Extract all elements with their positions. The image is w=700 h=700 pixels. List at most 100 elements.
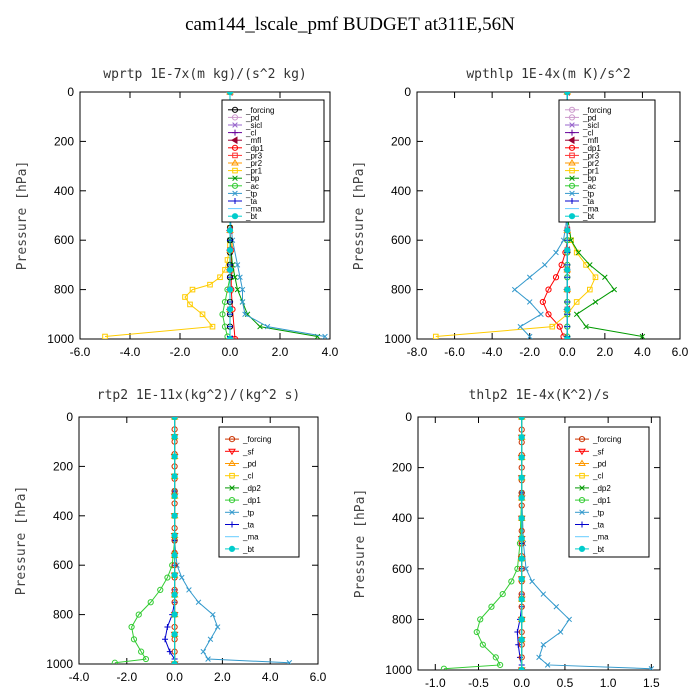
legend-label: _pd — [592, 460, 606, 469]
plot-frame — [78, 416, 319, 665]
series-5-point — [556, 323, 563, 330]
y-tick-label: 400 — [392, 511, 412, 525]
legend-label: _pd — [242, 460, 256, 469]
series-14-point — [568, 213, 576, 220]
series-9-point — [639, 333, 646, 339]
chart-panel-wprtp: wprtp 1E-7x(m kg)/(s^2 kg) Pressure [hPa]… — [15, 67, 339, 359]
y-axis-label: Pressure [hPa] — [352, 161, 367, 271]
legend-item: _ac — [565, 182, 596, 191]
legend-label: _sicl — [582, 121, 599, 130]
legend-item: _sf — [225, 447, 254, 456]
chart-panel-thlp2: thlp2 1E-4x(K^2)/s Pressure [hPa] 0 200 400 6… — [353, 388, 661, 690]
x-tick-label: 1.0 — [600, 676, 617, 690]
y-tick-label: 600 — [392, 562, 412, 576]
series-9-point — [587, 262, 593, 268]
series-dp1 — [440, 417, 525, 670]
y-tick-label: 1000 — [46, 657, 73, 671]
series-9-point — [518, 417, 525, 421]
legend-box — [558, 99, 656, 223]
legend-item: _ma — [228, 205, 262, 214]
series-14-point — [564, 227, 571, 234]
series-6-point — [536, 654, 542, 661]
legend-label: _pr3 — [582, 151, 600, 160]
series-4-point — [579, 485, 585, 491]
y-tick-label: 600 — [391, 233, 411, 247]
series-11-point — [239, 299, 246, 305]
x-tick-label: -0.5 — [468, 676, 489, 690]
legend-item: _pr1 — [565, 167, 600, 176]
legend-label: _tp — [245, 189, 258, 198]
legend-item: _dp1 — [575, 496, 611, 505]
x-tick-label: 0.0 — [513, 676, 530, 690]
legend-item: _bt — [565, 212, 595, 221]
series-9-point — [171, 631, 178, 638]
series-9-point — [228, 545, 236, 552]
y-axis-label: Pressure [hPa] — [14, 486, 29, 596]
chart-panel-rtp2: rtp2 1E-11x(kg^2)/(kg^2 s) Pressure [hPa]… — [14, 388, 327, 684]
series-5-point — [508, 578, 515, 585]
series-7-point — [231, 159, 239, 166]
legend-item: _dp1 — [565, 144, 601, 153]
series-5-point — [473, 628, 480, 636]
series-14-point — [564, 92, 571, 96]
series-6-point — [529, 578, 535, 585]
series-14-point — [226, 266, 234, 273]
series-0-point — [228, 436, 236, 443]
legend-item: _cl — [575, 472, 603, 481]
legend-item: _ta — [565, 197, 595, 206]
series-1-point — [228, 448, 236, 456]
chart-title: rtp2 1E-11x(kg^2)/(kg^2 s) — [97, 388, 301, 403]
legend-label: _ma — [592, 533, 609, 542]
series-9-point — [518, 636, 525, 643]
legend-label: _pr2 — [582, 159, 600, 168]
legend-label: _ma — [245, 205, 262, 214]
legend: _forcing_pd_sicl_cl_mfl_dp1_pr3_pr2_pr1_… — [221, 99, 325, 223]
legend-item: _forcing — [225, 435, 271, 444]
series-3-point — [232, 129, 238, 136]
legend-item: _pr3 — [565, 151, 600, 160]
y-axis-label: Pressure [hPa] — [15, 161, 30, 271]
series-11-point — [569, 190, 575, 197]
legend-label: _ta — [242, 521, 255, 530]
x-tick-label: 2.0 — [272, 345, 289, 359]
plot-area — [440, 417, 655, 670]
series-5-point — [138, 648, 145, 655]
series-6-point — [186, 587, 192, 593]
series-9-point — [592, 299, 599, 305]
series-6-point — [205, 656, 211, 662]
x-tick-label: -1.0 — [425, 676, 446, 690]
series-6-point — [229, 509, 235, 516]
legend-label: _bp — [245, 174, 260, 183]
series-11-point — [242, 311, 248, 318]
series-8-point — [569, 167, 575, 174]
legend-item: _ma — [225, 533, 259, 542]
series-3-point — [569, 129, 575, 136]
y-tick-label: 1000 — [385, 663, 412, 677]
series-8-point — [432, 333, 439, 339]
series-2-point — [578, 459, 586, 466]
series-8-point — [587, 286, 593, 293]
legend-label: _pr3 — [245, 151, 263, 160]
series-5-point — [440, 665, 448, 670]
legend-item: _ac — [228, 182, 259, 191]
series-3-point — [579, 472, 585, 479]
legend-item: _tp — [575, 508, 605, 517]
series-12-point — [569, 198, 575, 204]
series-9-point — [234, 286, 241, 293]
legend-label: _bp — [582, 174, 597, 183]
series-9-point — [602, 274, 608, 281]
y-tick-label: 400 — [53, 509, 73, 523]
legend-item: _ma — [565, 205, 599, 214]
series-11-point — [264, 323, 271, 330]
plot-area — [111, 417, 293, 664]
series-8-point — [189, 286, 196, 293]
series-pr1 — [102, 92, 233, 339]
series-9-point — [171, 571, 178, 579]
series-11-point — [517, 323, 524, 330]
legend-label: _pd — [245, 113, 259, 122]
legend-item: _dp1 — [228, 144, 264, 153]
series-bt — [171, 417, 178, 664]
series-6-point — [579, 509, 585, 516]
series-11-point — [322, 333, 328, 339]
series-5-point — [147, 599, 154, 606]
